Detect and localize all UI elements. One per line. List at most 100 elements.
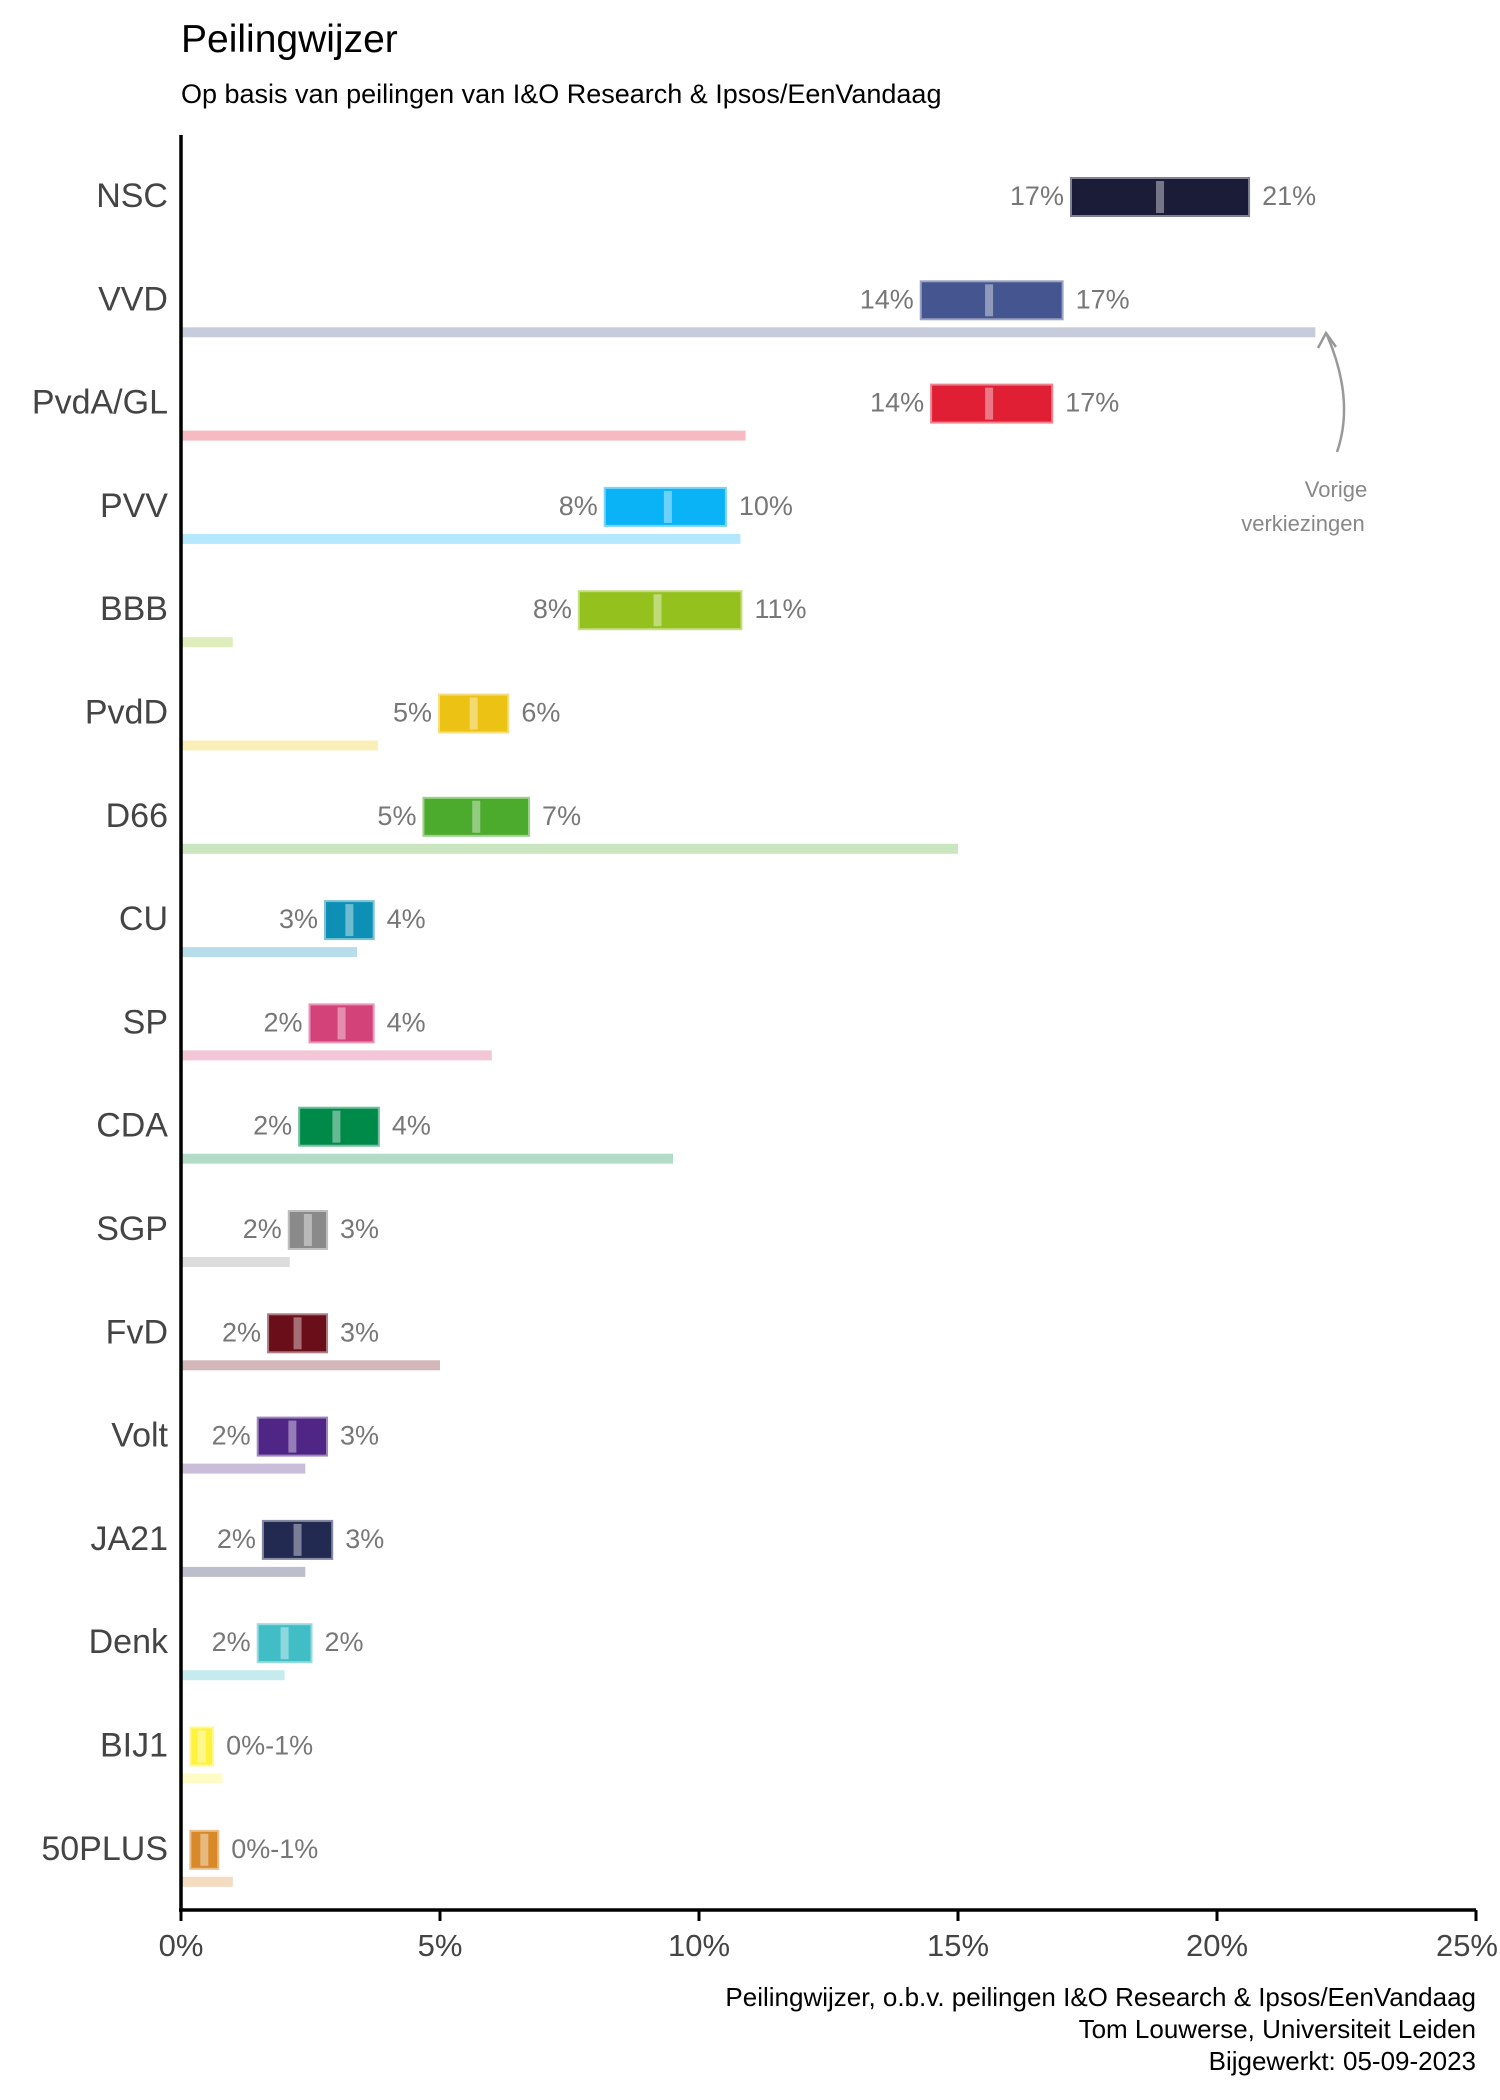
poll-high-label: 17% xyxy=(1076,284,1130,314)
poll-range-bar xyxy=(287,1210,329,1250)
party-row-pvv: PVV 8% 10% xyxy=(100,486,793,544)
party-row-volt: Volt 2% 3% xyxy=(111,1416,379,1474)
poll-midpoint-marker xyxy=(332,1110,341,1143)
party-row-bij1: BIJ1 0%-1% xyxy=(100,1726,313,1784)
poll-midpoint-marker xyxy=(200,1833,209,1866)
previous-election-bar xyxy=(182,1773,223,1784)
party-label: Denk xyxy=(89,1623,169,1661)
previous-election-bar xyxy=(182,1876,233,1887)
party-label: NSC xyxy=(96,177,168,215)
poll-range-bar xyxy=(577,590,743,631)
poll-high-label: 4% xyxy=(387,904,426,934)
party-label: PvdA/GL xyxy=(32,384,168,422)
poll-midpoint-marker xyxy=(469,697,478,730)
previous-election-bar xyxy=(182,637,233,648)
poll-high-label: 3% xyxy=(340,1214,379,1244)
party-label: SP xyxy=(123,1003,168,1041)
party-label: SGP xyxy=(96,1210,168,1248)
party-row-d66: D66 5% 7% xyxy=(106,796,958,854)
poll-range-bar xyxy=(603,486,727,527)
poll-midpoint-marker xyxy=(280,1627,289,1660)
poll-low-label: 2% xyxy=(222,1317,261,1347)
caption-line-3: Bijgewerkt: 05-09-2023 xyxy=(1209,2046,1476,2076)
party-row-pvdd: PvdD 5% 6% xyxy=(85,693,560,751)
poll-range-bar xyxy=(919,280,1064,321)
poll-low-label: 8% xyxy=(533,594,572,624)
party-row-fvd: FvD 2% 3% xyxy=(106,1313,440,1371)
poll-high-label: 2% xyxy=(325,1627,364,1657)
previous-election-bar xyxy=(182,740,378,751)
poll-midpoint-marker xyxy=(288,1420,297,1453)
previous-election-bar xyxy=(182,947,358,958)
poll-low-label: 14% xyxy=(860,284,914,314)
poll-high-label: 4% xyxy=(387,1007,426,1037)
poll-high-label: 11% xyxy=(754,594,806,624)
poll-range-bar xyxy=(324,900,375,941)
party-row-sp: SP 2% 4% xyxy=(123,1003,492,1061)
poll-midpoint-marker xyxy=(653,594,662,627)
poll-high-label: 17% xyxy=(1065,388,1119,418)
previous-election-bar xyxy=(182,1360,440,1371)
previous-election-annotation: Vorige verkiezingen xyxy=(1241,330,1367,536)
poll-high-label: 10% xyxy=(739,491,793,521)
caption: Peilingwijzer, o.b.v. peilingen I&O Rese… xyxy=(725,1982,1476,2076)
poll-high-label: 3% xyxy=(340,1421,379,1451)
poll-midpoint-marker xyxy=(293,1317,302,1350)
poll-low-label: 3% xyxy=(279,904,318,934)
poll-low-label: 5% xyxy=(377,801,416,831)
party-label: 50PLUS xyxy=(41,1830,168,1868)
previous-election-bar xyxy=(182,430,746,441)
x-tick-label: 5% xyxy=(418,1928,463,1963)
x-tick-label: 10% xyxy=(668,1928,730,1963)
poll-low-label: 2% xyxy=(243,1214,282,1244)
previous-election-bar xyxy=(182,533,741,544)
poll-range-bar xyxy=(422,796,531,837)
poll-range-bar xyxy=(189,1726,215,1767)
party-label: CU xyxy=(119,900,168,938)
poll-low-label: 14% xyxy=(870,388,924,418)
x-tick-label: 20% xyxy=(1186,1928,1248,1963)
poll-high-label: 0%-1% xyxy=(231,1834,318,1864)
poll-range-bar xyxy=(267,1313,329,1354)
x-axis-ticks: 0% 5% 10% 15% 20% 25% xyxy=(159,1910,1498,1963)
party-rows: NSC 17% 21% VVD 14% 17% PvdA/GL 14% 17% PVV 8% 10% B… xyxy=(32,177,1316,1887)
party-label: BIJ1 xyxy=(100,1727,168,1765)
party-row-cu: CU 3% 4% xyxy=(119,900,426,958)
poll-high-label: 3% xyxy=(345,1524,384,1554)
poll-midpoint-marker xyxy=(293,1523,302,1556)
annotation-arrowhead xyxy=(1316,330,1338,349)
poll-midpoint-marker xyxy=(303,1214,312,1246)
poll-range-bar xyxy=(256,1416,329,1457)
poll-range-bar xyxy=(261,1519,334,1560)
party-label: VVD xyxy=(98,280,168,318)
previous-election-bar xyxy=(182,843,958,854)
caption-line-1: Peilingwijzer, o.b.v. peilingen I&O Rese… xyxy=(725,1982,1476,2012)
poll-low-label: 2% xyxy=(253,1111,292,1141)
poll-midpoint-marker xyxy=(337,1007,346,1040)
poll-low-label: 8% xyxy=(559,491,598,521)
poll-midpoint-marker xyxy=(472,800,481,833)
party-row-denk: Denk 2% 2% xyxy=(89,1623,364,1681)
poll-midpoint-marker xyxy=(197,1730,206,1763)
previous-election-bar xyxy=(182,1566,306,1577)
x-tick-label: 15% xyxy=(927,1928,989,1963)
party-label: FvD xyxy=(106,1313,168,1351)
poll-high-label: 0%-1% xyxy=(226,1731,313,1761)
poll-midpoint-marker xyxy=(985,284,994,317)
party-row-cda: CDA 2% 4% xyxy=(96,1106,674,1164)
poll-midpoint-marker xyxy=(663,490,672,523)
party-row-bbb: BBB 8% 11% xyxy=(100,590,806,648)
poll-range-bar xyxy=(298,1106,380,1147)
poll-midpoint-marker xyxy=(1156,181,1165,213)
poll-range-bar xyxy=(1069,177,1251,217)
poll-range-bar xyxy=(308,1003,375,1044)
poll-high-label: 7% xyxy=(542,801,581,831)
previous-election-bar xyxy=(182,1670,285,1681)
party-label: D66 xyxy=(106,797,168,835)
poll-low-label: 2% xyxy=(263,1007,302,1037)
poll-high-label: 4% xyxy=(392,1111,431,1141)
party-row-sgp: SGP 2% 3% xyxy=(96,1210,379,1267)
party-label: JA21 xyxy=(91,1520,169,1558)
chart-subtitle: Op basis van peilingen van I&O Research … xyxy=(181,79,941,109)
party-row-ja21: JA21 2% 3% xyxy=(91,1519,384,1577)
